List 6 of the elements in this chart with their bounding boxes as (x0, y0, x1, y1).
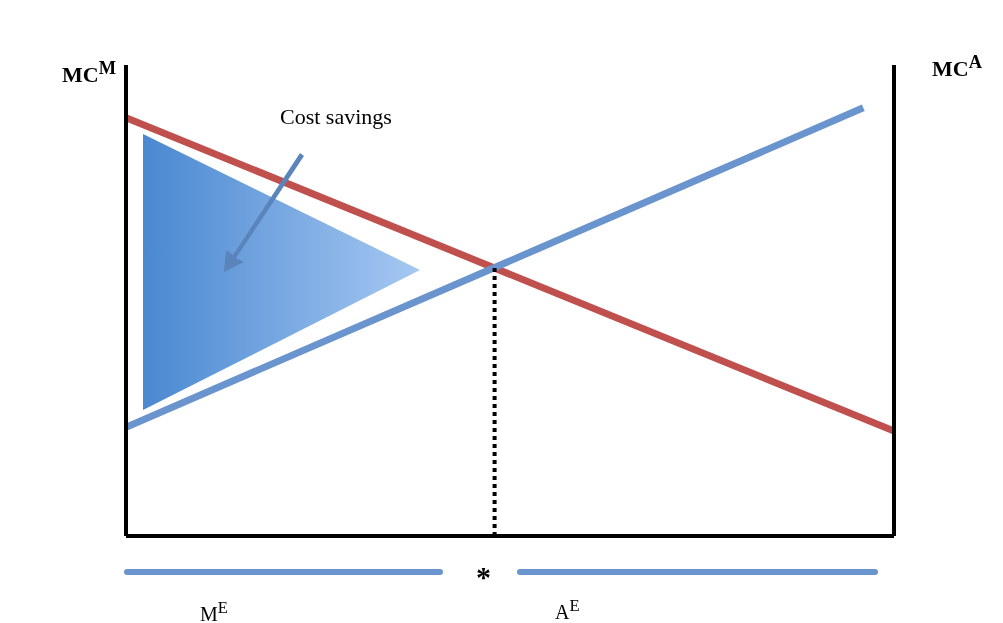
annotation: Cost savings (280, 104, 392, 130)
text: * (476, 560, 491, 594)
y2-axis-title: MC$^{A}$ (932, 52, 982, 83)
text: A$^{E}$ (555, 596, 580, 623)
y-axis-title: MC$^{M}$ (62, 58, 116, 89)
text: M$^{E}$ (200, 598, 228, 623)
